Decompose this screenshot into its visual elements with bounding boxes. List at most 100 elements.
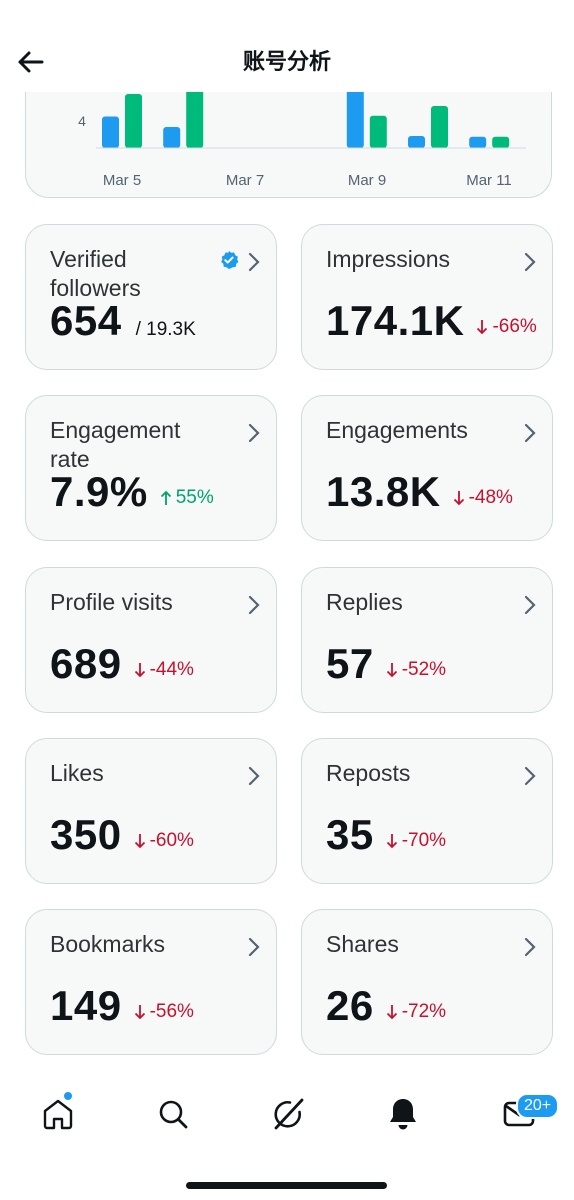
change-indicator: -60%: [134, 830, 194, 852]
change-value: -44%: [149, 659, 194, 680]
chevron-right-icon: [524, 423, 536, 443]
card-verified-followers[interactable]: Verified followers 654 / 19.3K: [25, 224, 277, 370]
chart-bar: [163, 127, 181, 148]
chevron-right-icon: [248, 937, 260, 957]
value-row: 654 / 19.3K: [50, 299, 196, 343]
card-label: Verified followers: [50, 246, 141, 301]
arrow-up-icon: [160, 490, 171, 505]
metric-value: 689: [50, 640, 122, 687]
change-indicator: -70%: [386, 830, 446, 852]
value-row: 689 -44%: [50, 642, 194, 686]
chevron-right-icon: [524, 595, 536, 615]
metric-value: 26: [326, 982, 374, 1029]
change-indicator: -52%: [386, 659, 446, 681]
arrow-down-icon: [134, 834, 145, 849]
change-value: -72%: [401, 1001, 447, 1022]
metric-value: 57: [326, 640, 374, 687]
chevron-right-icon: [248, 766, 260, 786]
change-indicator: -48%: [453, 487, 513, 509]
home-unread-dot: [64, 1092, 72, 1100]
card-label: Impressions: [326, 246, 450, 272]
x-tick-label: Mar 9: [348, 172, 386, 189]
value-row: 35 -70%: [326, 813, 446, 857]
card-label: Reposts: [326, 760, 411, 786]
chart-bar: [431, 106, 448, 148]
chart-bar: [125, 94, 142, 148]
card-replies[interactable]: Replies 57 -52%: [301, 567, 553, 713]
card-label: Replies: [326, 589, 403, 615]
metric-value: 7.9%: [50, 468, 148, 515]
card-reposts[interactable]: Reposts 35 -70%: [301, 738, 553, 884]
chart-bar: [102, 116, 119, 148]
home-indicator: [186, 1182, 387, 1189]
value-row: 57 -52%: [326, 642, 446, 686]
grok-icon[interactable]: [268, 1094, 308, 1134]
arrow-down-icon: [134, 1005, 145, 1020]
change-value: 55%: [175, 487, 214, 508]
card-label: Bookmarks: [50, 931, 166, 957]
change-value: -60%: [149, 830, 194, 851]
metric-value: 654: [50, 297, 122, 344]
value-row: 7.9% 55%: [50, 470, 214, 514]
change-value: -48%: [468, 487, 513, 508]
card-label: Shares: [326, 931, 399, 957]
card-impressions[interactable]: Impressions 174.1K -66%: [301, 224, 553, 370]
card-label: Engagement rate: [50, 417, 181, 472]
back-arrow-icon[interactable]: [14, 46, 46, 78]
x-tick-label: Mar 7: [226, 172, 264, 189]
arrow-down-icon: [386, 834, 397, 849]
chevron-right-icon: [524, 937, 536, 957]
card-label: Engagements: [326, 417, 468, 443]
x-tick-label: Mar 11: [466, 172, 512, 189]
card-engagement-rate[interactable]: Engagement rate 7.9% 55%: [25, 395, 277, 541]
metric-value: 350: [50, 811, 122, 858]
chevron-right-icon: [524, 766, 536, 786]
card-label: Likes: [50, 760, 104, 786]
notifications-icon[interactable]: [383, 1094, 423, 1134]
card-label: Profile visits: [50, 589, 173, 615]
arrow-down-icon: [386, 1005, 397, 1020]
arrow-down-icon: [134, 663, 145, 678]
change-value: -70%: [401, 830, 447, 851]
change-indicator: -72%: [386, 1001, 446, 1023]
metric-value: 35: [326, 811, 374, 858]
chart-bar: [492, 136, 510, 148]
chevron-right-icon: [524, 252, 536, 272]
value-row: 149 -56%: [50, 984, 194, 1028]
verified-badge-icon: [221, 251, 239, 269]
messages-badge: 20+: [516, 1093, 560, 1119]
value-row: 350 -60%: [50, 813, 194, 857]
value-row: 13.8K -48%: [326, 470, 513, 514]
arrow-down-icon: [477, 320, 488, 335]
value-row: 26 -72%: [326, 984, 446, 1028]
header: 账号分析: [0, 0, 574, 92]
card-profile-visits[interactable]: Profile visits 689 -44%: [25, 567, 277, 713]
y-tick-label: 4: [78, 113, 86, 129]
chart-bar: [408, 136, 425, 148]
card-bookmarks[interactable]: Bookmarks 149 -56%: [25, 909, 277, 1055]
chart-bar: [469, 136, 487, 148]
metric-total: / 19.3K: [135, 319, 196, 340]
change-indicator: -44%: [134, 659, 194, 681]
chart-bar: [346, 84, 364, 148]
chart-bar: [369, 115, 387, 148]
card-likes[interactable]: Likes 350 -60%: [25, 738, 277, 884]
change-value: -56%: [149, 1001, 194, 1022]
page-title: 账号分析: [242, 49, 331, 74]
card-engagements[interactable]: Engagements 13.8K -48%: [301, 395, 553, 541]
search-icon[interactable]: [153, 1094, 193, 1134]
metric-value: 13.8K: [326, 468, 441, 515]
home-icon[interactable]: [38, 1094, 78, 1134]
chevron-right-icon: [248, 423, 260, 443]
change-indicator: 55%: [160, 487, 214, 509]
change-value: -66%: [492, 316, 537, 337]
bar-chart: 4 Mar 5 Mar 7 Mar 9 Mar 11: [78, 73, 526, 189]
value-row: 174.1K -66%: [326, 299, 537, 343]
x-tick-label: Mar 5: [103, 172, 141, 189]
change-indicator: -66%: [476, 316, 537, 338]
bottom-tab-bar: [0, 1080, 574, 1150]
change-value: -52%: [401, 659, 447, 680]
chevron-right-icon: [248, 595, 260, 615]
card-shares[interactable]: Shares 26 -72%: [301, 909, 553, 1055]
chevron-right-icon: [248, 252, 260, 272]
